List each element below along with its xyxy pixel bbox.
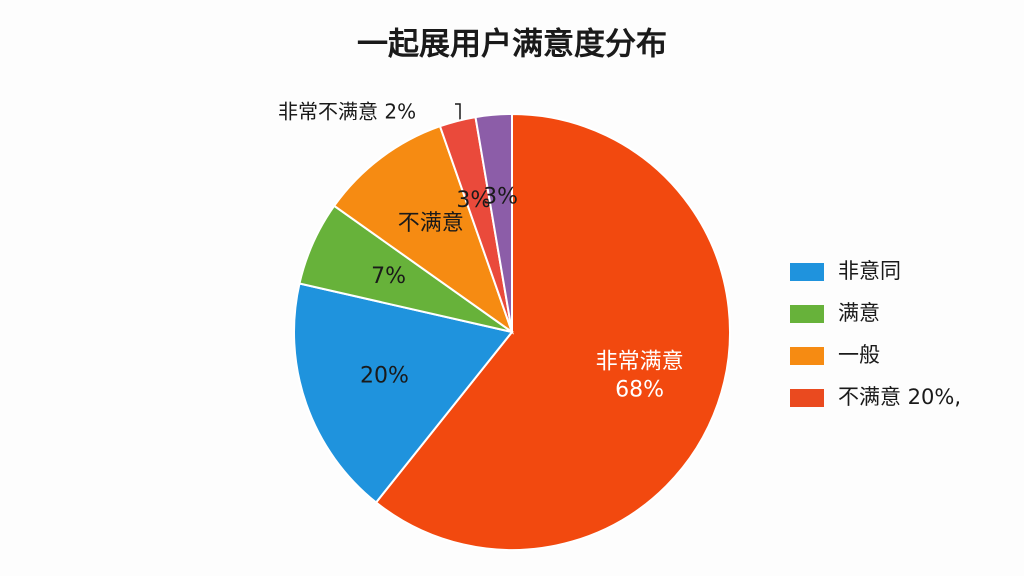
legend-swatch xyxy=(790,347,824,365)
pie-slice xyxy=(374,112,731,551)
legend-swatch xyxy=(790,389,824,407)
annotation-bracket xyxy=(455,103,461,120)
legend-swatch xyxy=(790,305,824,323)
slice-label: 68% xyxy=(615,378,664,403)
legend-label: 不满意 20%, xyxy=(838,385,961,409)
annotation: 非常不满意 2% xyxy=(278,100,416,124)
legend-label: 非意同 xyxy=(838,259,901,283)
pie-slice xyxy=(293,282,514,504)
slice-label: 7% xyxy=(371,264,406,289)
pie-slice xyxy=(332,124,514,335)
slice-label: 20% xyxy=(360,364,409,389)
legend-swatch xyxy=(790,263,824,281)
legend-label: 满意 xyxy=(838,301,880,325)
slice-label: 不满意 xyxy=(398,211,464,236)
legend-label: 一般 xyxy=(838,343,880,367)
slice-label: 3% xyxy=(483,184,518,209)
slice-label: 非常满意 xyxy=(596,350,684,375)
chart-title: 一起展用户满意度分布 xyxy=(357,27,667,63)
pie-slice xyxy=(474,112,513,333)
